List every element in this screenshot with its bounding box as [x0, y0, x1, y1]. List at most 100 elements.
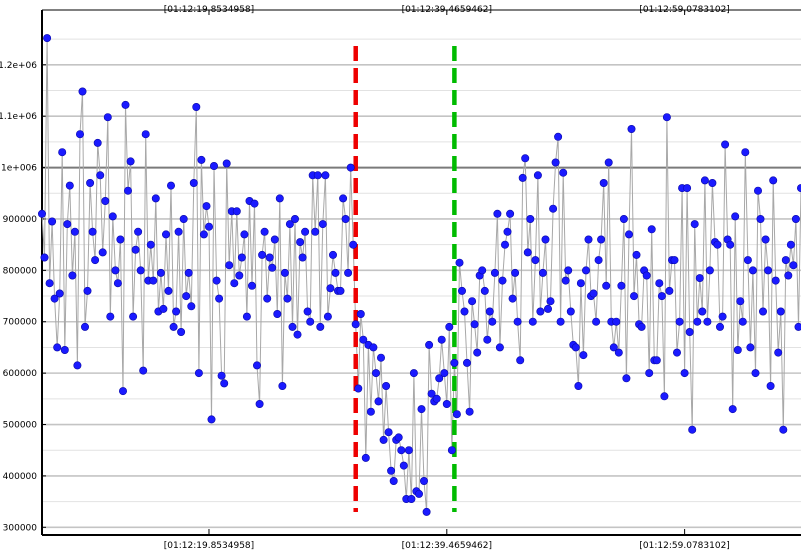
data-point [318, 220, 327, 229]
data-point [670, 256, 679, 265]
data-point [779, 425, 788, 434]
data-point [478, 266, 487, 275]
data-point [675, 317, 684, 326]
data-point [457, 286, 466, 295]
data-point [435, 374, 444, 383]
data-point [485, 307, 494, 316]
data-point [389, 476, 398, 485]
data-point [511, 268, 520, 277]
data-point [293, 330, 302, 339]
data-point [68, 271, 77, 280]
data-point [275, 194, 284, 203]
data-point [589, 289, 598, 298]
data-point [480, 286, 489, 295]
data-point [559, 168, 568, 177]
data-point [37, 209, 46, 218]
data-point [455, 258, 464, 267]
data-point [632, 250, 641, 259]
data-point [174, 227, 183, 236]
data-point [349, 240, 358, 249]
data-point [594, 256, 603, 265]
data-point [164, 286, 173, 295]
data-point [260, 227, 269, 236]
data-point [465, 407, 474, 416]
data-point [554, 132, 563, 141]
x-tick-label-top: [01:12:59.0783102] [639, 5, 729, 15]
data-point [655, 279, 664, 288]
data-point [298, 253, 307, 262]
data-point [182, 292, 191, 301]
data-point [50, 294, 59, 303]
data-point [108, 212, 117, 221]
data-point [764, 266, 773, 275]
data-point [60, 345, 69, 354]
data-point [705, 266, 714, 275]
data-point [721, 140, 730, 149]
data-point [316, 322, 325, 331]
data-point [447, 446, 456, 455]
x-tick-label-top: [01:12:39.4659462] [402, 5, 492, 15]
data-point-layer [37, 34, 801, 516]
data-point [265, 253, 274, 262]
data-point [619, 215, 628, 224]
data-point [703, 317, 712, 326]
data-point [232, 207, 241, 216]
data-point [726, 240, 735, 249]
data-point [602, 281, 611, 290]
data-point [508, 294, 517, 303]
data-point [328, 250, 337, 259]
data-point [184, 268, 193, 277]
data-point [296, 238, 305, 247]
data-point [366, 407, 375, 416]
data-point [361, 453, 370, 462]
data-point [311, 227, 320, 236]
data-point [784, 271, 793, 280]
data-point [339, 194, 348, 203]
data-point [194, 369, 203, 378]
data-point [126, 157, 135, 166]
data-point [789, 261, 798, 270]
data-point [791, 215, 800, 224]
y-tick-label: 600000 [3, 369, 38, 379]
data-point [111, 266, 120, 275]
data-point [43, 34, 52, 43]
data-point [134, 227, 143, 236]
x-tick-label-bottom: [01:12:59.0783102] [639, 541, 729, 551]
data-point [129, 312, 138, 321]
data-point [404, 446, 413, 455]
data-point [738, 317, 747, 326]
data-point [306, 317, 315, 326]
data-point [273, 309, 282, 318]
data-point [462, 358, 471, 367]
data-point [326, 284, 335, 293]
data-point [341, 215, 350, 224]
data-point [506, 209, 515, 218]
data-point [45, 279, 54, 288]
data-point [665, 286, 674, 295]
data-point [215, 294, 224, 303]
data-point [70, 227, 79, 236]
data-point [440, 369, 449, 378]
data-point [172, 307, 181, 316]
data-point [235, 271, 244, 280]
data-point [113, 279, 122, 288]
data-point [93, 138, 102, 147]
data-point [526, 215, 535, 224]
data-point [78, 87, 87, 96]
data-point [83, 286, 92, 295]
data-point [409, 369, 418, 378]
data-point [642, 271, 651, 280]
tick-label-layer: 300000 400000 500000 600000 700000 800000 9000… [0, 5, 730, 551]
data-point [546, 297, 555, 306]
data-point [748, 266, 757, 275]
data-point [88, 227, 97, 236]
data-point [205, 222, 214, 231]
data-point [159, 304, 168, 313]
data-point [490, 268, 499, 277]
data-point [359, 335, 368, 344]
data-point [743, 256, 752, 265]
data-point [432, 394, 441, 403]
data-point [564, 266, 573, 275]
data-point [637, 322, 646, 331]
data-point [73, 361, 82, 370]
